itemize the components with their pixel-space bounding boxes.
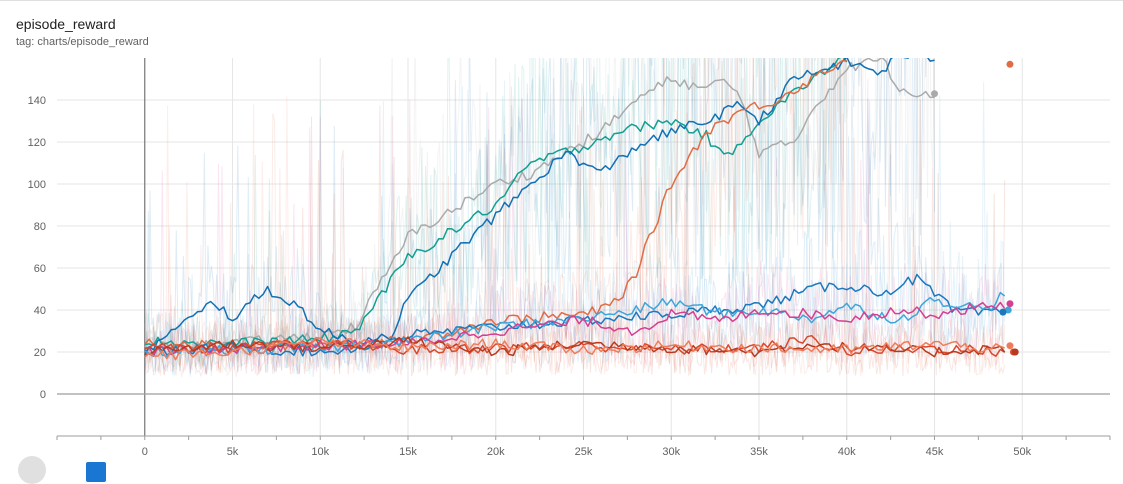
series-line-3 <box>144 59 847 352</box>
raw-series-line <box>144 58 1006 377</box>
run-toggle-circle[interactable] <box>18 456 46 484</box>
series-line-1 <box>144 58 848 349</box>
raw-series-line <box>144 58 935 372</box>
grid <box>57 58 1110 436</box>
x-tick-label: 15k <box>399 446 417 458</box>
x-tick-label: 0 <box>142 446 148 458</box>
x-tick-label: 35k <box>750 446 768 458</box>
card-title: episode_reward <box>16 16 116 32</box>
y-tick-label: 100 <box>28 179 46 191</box>
endpoint-marker-3 <box>1004 306 1012 314</box>
episode-reward-chart[interactable]: 0 20 40 60 80 100 120 140 0 5k 10k 15k 20k 25k 30k 35k 4… <box>0 0 1123 467</box>
y-tick-label: 60 <box>34 263 46 275</box>
endpoint-marker-1 <box>1006 60 1014 68</box>
raw-series-line <box>144 99 1006 376</box>
smoothed-series-layer <box>144 58 1006 361</box>
run-color-square[interactable] <box>86 462 106 482</box>
series-line-7 <box>144 334 1006 357</box>
card-tag: tag: charts/episode_reward <box>16 36 149 48</box>
y-tick-label: 80 <box>34 221 46 233</box>
tick-labels: 0 20 40 60 80 100 120 140 0 5k 10k 15k 20k 25k 30k 35k 4… <box>28 95 1032 458</box>
x-tick-label: 25k <box>575 446 593 458</box>
x-tick-label: 20k <box>487 446 505 458</box>
raw-data-layer <box>144 58 1006 378</box>
x-tick-label: 45k <box>926 446 944 458</box>
series-line-6 <box>144 301 1006 356</box>
y-tick-label: 120 <box>28 137 46 149</box>
endpoint-marker-4 <box>999 308 1007 316</box>
y-tick-label: 40 <box>34 305 46 317</box>
endpoint-marker-0 <box>931 90 938 98</box>
raw-series-line <box>144 79 1006 378</box>
x-tick-label: 30k <box>662 446 680 458</box>
x-tick-label: 5k <box>227 446 239 458</box>
x-tick-label: 40k <box>838 446 856 458</box>
raw-series-line <box>144 58 847 373</box>
y-tick-label: 0 <box>40 389 46 401</box>
y-tick-label: 20 <box>34 347 46 359</box>
endpoint-markers <box>931 60 1019 356</box>
endpoint-marker-5 <box>1006 342 1014 350</box>
series-line-2 <box>144 58 935 356</box>
endpoint-marker-7 <box>1011 348 1019 356</box>
axes <box>56 58 1111 440</box>
raw-series-line <box>144 96 1006 378</box>
series-line-9 <box>144 336 1005 361</box>
x-tick-label: 50k <box>1013 446 1031 458</box>
top-divider <box>0 0 1123 1</box>
endpoint-marker-2 <box>1006 300 1014 308</box>
x-tick-label: 10k <box>311 446 329 458</box>
y-tick-label: 140 <box>28 95 46 107</box>
